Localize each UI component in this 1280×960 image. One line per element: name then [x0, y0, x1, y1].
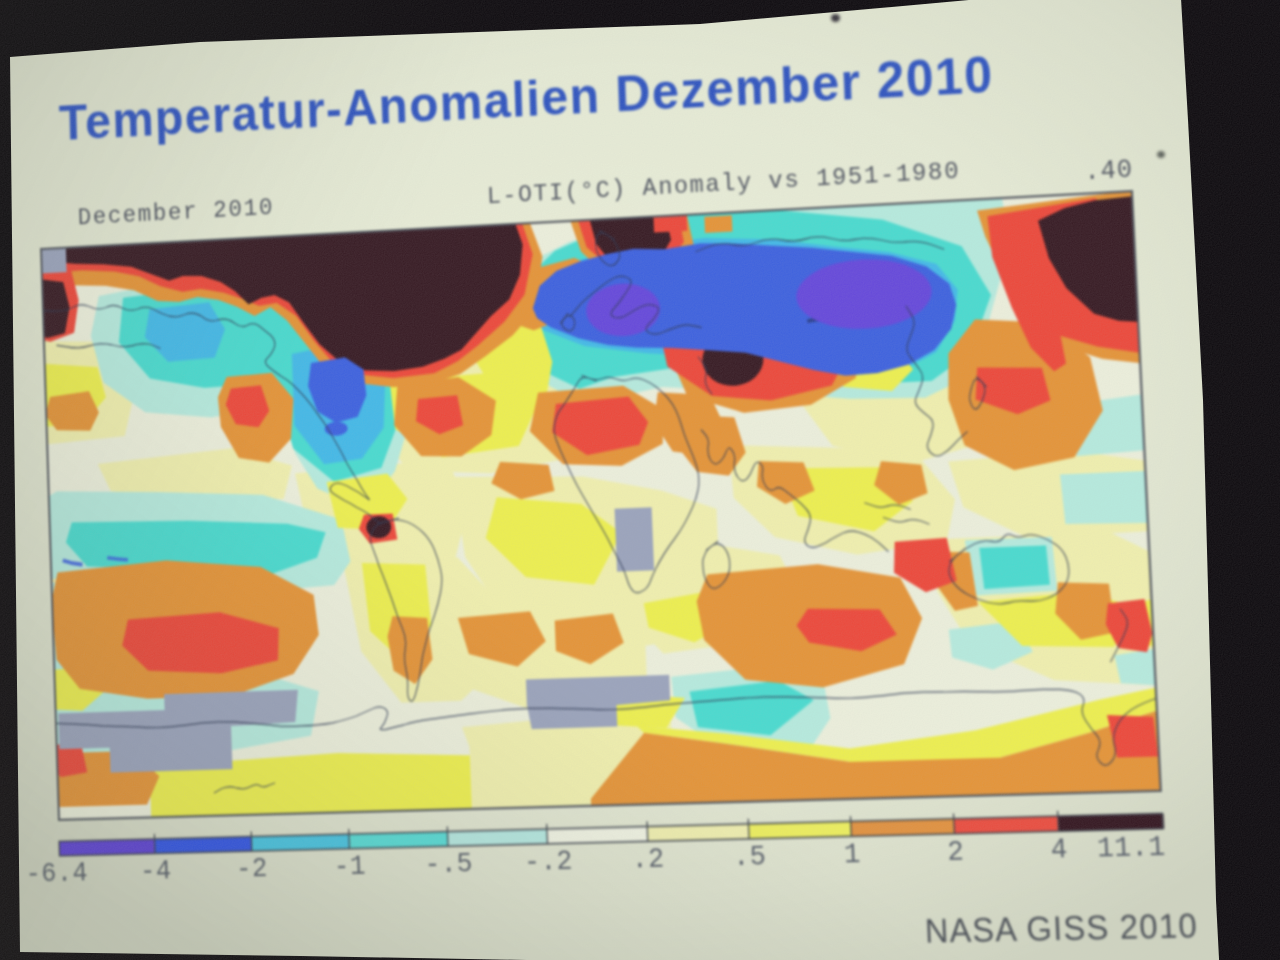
svg-text:.5: .5: [733, 841, 767, 873]
svg-text:1: 1: [843, 839, 861, 871]
svg-text:11.1: 11.1: [1096, 832, 1166, 866]
svg-text:-4: -4: [140, 856, 172, 887]
svg-text:.2: .2: [631, 844, 665, 876]
svg-text:-.2: -.2: [524, 846, 574, 878]
svg-text:-.5: -.5: [424, 849, 473, 881]
svg-text:-2: -2: [236, 854, 269, 886]
svg-text:-1: -1: [333, 851, 366, 883]
svg-text:4: 4: [1050, 834, 1068, 866]
svg-text:2: 2: [947, 837, 965, 869]
svg-text:-6.4: -6.4: [25, 858, 88, 890]
